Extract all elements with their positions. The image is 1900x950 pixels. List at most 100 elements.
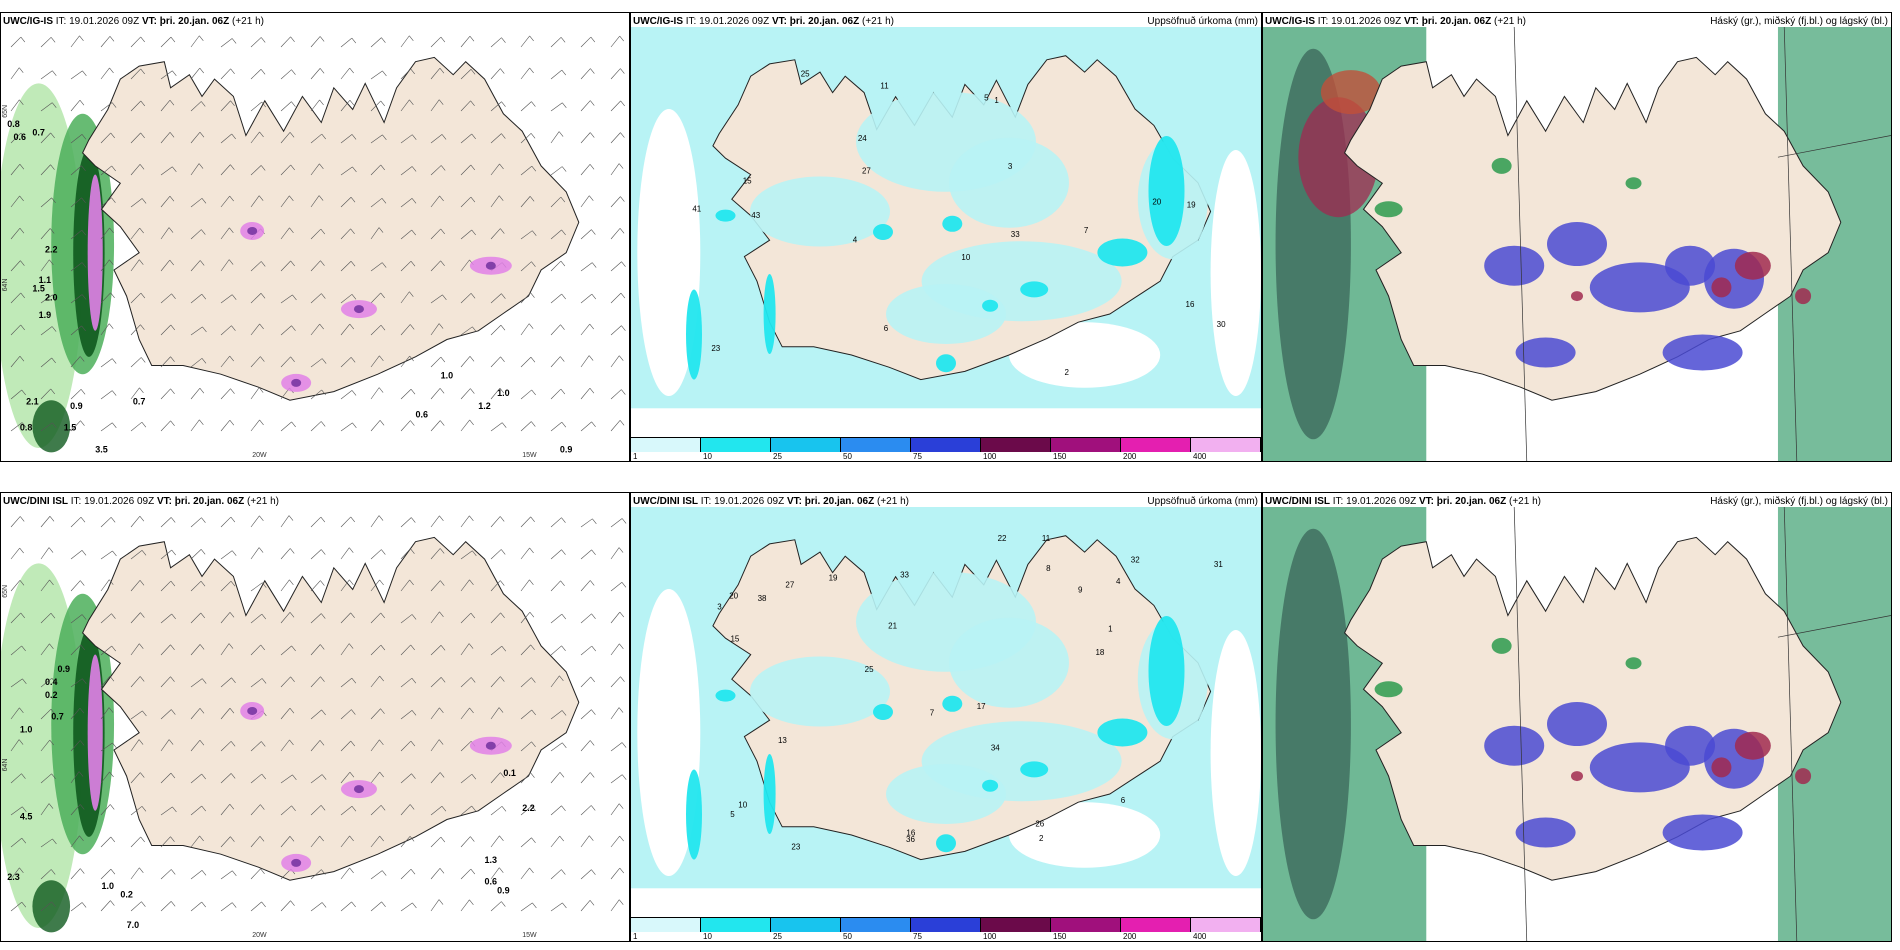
precip-value-label: 7 — [1084, 226, 1089, 235]
precip-strong-area — [763, 274, 776, 354]
model-name: UWC/DINI ISL — [1265, 496, 1330, 507]
colorbar-swatch — [1191, 438, 1261, 452]
precip-value-label: 1 — [1108, 624, 1113, 633]
precip-value-label: 6 — [884, 324, 889, 333]
precip-value-label: 4 — [1116, 577, 1121, 586]
wind-value-label: 1.3 — [485, 855, 498, 865]
panel-header: UWC/DINI ISL IT: 19.01.2026 09Z VT: þri.… — [1265, 496, 1541, 507]
wind-band-dark-south — [32, 880, 71, 933]
precip-colorbar: 1 10 25 50 75 100 150 200 400 — [631, 917, 1261, 941]
precip-strong-area — [982, 299, 999, 312]
valid-time: þri. 20.jan. 06Z — [789, 16, 860, 27]
wind-value-label: 1.0 — [441, 371, 454, 381]
cloud-low-patch — [1795, 288, 1812, 305]
init-time: IT: 19.01.2026 09Z — [68, 496, 157, 507]
valid-prefix: VT: — [141, 16, 160, 27]
colorbar-label: 100 — [983, 452, 997, 461]
colorbar-label: 75 — [913, 452, 922, 461]
precip-strong-area — [982, 779, 999, 792]
lat-label-65n: 65N — [2, 105, 9, 118]
wind-gust-pink — [87, 174, 103, 331]
precip-value-label: 31 — [1214, 560, 1223, 569]
valid-time: þri. 20.jan. 06Z — [174, 496, 245, 507]
lead-time: (+21 h) — [1506, 496, 1541, 507]
init-time: IT: 19.01.2026 09Z — [1330, 496, 1419, 507]
model-name: UWC/DINI ISL — [3, 496, 68, 507]
wind-value-label: 0.4 — [45, 677, 58, 687]
wind-value-label: 0.2 — [45, 690, 58, 700]
no-precip-area — [1210, 150, 1261, 396]
cloud-low-patch — [1711, 277, 1732, 298]
iceland-land — [81, 536, 580, 881]
colorbar-swatch — [1051, 438, 1121, 452]
precip-value-label: 11 — [880, 81, 889, 90]
cloud-mid-patch — [1665, 725, 1716, 766]
lon-label-20w: 20W — [252, 932, 267, 939]
cloud-high-patch — [1491, 637, 1512, 654]
wind-value-label: 1.5 — [32, 284, 45, 294]
wind-value-label: 0.8 — [20, 423, 33, 433]
wind-value-label: 2.0 — [45, 292, 58, 302]
precip-value-label: 22 — [998, 534, 1007, 543]
valid-time: þri. 20.jan. 06Z — [804, 496, 875, 507]
precip-value-label: 36 — [906, 835, 915, 844]
wind-value-label: 2.1 — [26, 397, 39, 407]
precip-strong-area — [1097, 718, 1148, 747]
precip-strong-area — [1020, 761, 1049, 778]
cloud-high-patch — [1625, 657, 1642, 670]
init-time: IT: 19.01.2026 09Z — [683, 16, 772, 27]
precip-value-label: 15 — [730, 635, 739, 644]
precip-strong-area — [686, 289, 702, 380]
precip-land-area — [886, 764, 1006, 824]
wind-value-label: 1.0 — [101, 881, 114, 891]
graticule — [1513, 27, 1891, 461]
precip-value-label: 6 — [1121, 796, 1126, 805]
init-time: IT: 19.01.2026 09Z — [53, 16, 142, 27]
panel-header: UWC/DINI ISL IT: 19.01.2026 09Z VT: þri.… — [633, 496, 909, 507]
panel-header: UWC/DINI ISL IT: 19.01.2026 09Z VT: þri.… — [3, 496, 279, 507]
valid-prefix: VT: — [156, 496, 175, 507]
precip-value-label: 8 — [1046, 564, 1051, 573]
cloud-high-patch — [1374, 681, 1403, 698]
precip-strong-area — [1097, 238, 1148, 267]
cloud-low-patch — [1320, 70, 1381, 115]
wind-barbs — [10, 515, 627, 912]
precip-value-label: 2 — [1064, 368, 1069, 377]
wind-value-label: 1.9 — [39, 310, 52, 320]
model-name: UWC/DINI ISL — [633, 496, 698, 507]
wind-value-label: 0.9 — [70, 401, 83, 411]
precip-value-label: 1 — [994, 96, 999, 105]
map-canvas — [1263, 507, 1891, 941]
precip-strong-area — [686, 769, 702, 860]
wind-value-label: 0.7 — [133, 397, 146, 407]
precip-strong-area — [1020, 281, 1049, 298]
colorbar-swatch — [631, 918, 701, 932]
wind-value-label: 0.7 — [51, 712, 64, 722]
gust-core — [291, 858, 302, 867]
gust-core — [291, 378, 302, 387]
panel-title: Uppsöfnuð úrkoma (mm) — [1147, 16, 1258, 27]
precip-value-label: 38 — [758, 594, 767, 603]
cloud-high-patch — [1374, 201, 1403, 218]
wind-value-label: 0.9 — [560, 444, 573, 454]
precip-value-label: 2 — [1039, 834, 1044, 843]
colorbar-label: 25 — [773, 932, 782, 941]
wind-value-label: 0.1 — [503, 768, 516, 778]
precip-colorbar: 1 10 25 50 75 100 150 200 400 — [631, 437, 1261, 461]
lead-time: (+21 h) — [244, 496, 279, 507]
cloud-mid-patch — [1547, 702, 1607, 746]
valid-prefix: VT: — [1418, 496, 1437, 507]
precip-land-area — [886, 284, 1006, 344]
no-precip-area — [637, 109, 701, 396]
precip-value-label: 3 — [1008, 162, 1013, 171]
panel-title: Háský (gr.), miðský (fj.bl.) og lágský (… — [1710, 496, 1888, 507]
wind-value-label: 0.6 — [14, 132, 27, 142]
precip-strong-area — [936, 834, 956, 853]
wind-value-label: 3.5 — [95, 444, 108, 454]
cloud-low-patch — [1571, 291, 1583, 302]
wind-value-label: 1.5 — [64, 423, 77, 433]
wind-value-label: 1.0 — [20, 725, 33, 735]
valid-time: þri. 20.jan. 06Z — [1436, 496, 1507, 507]
colorbar-label: 400 — [1193, 932, 1207, 941]
precip-strong-area — [873, 704, 893, 720]
